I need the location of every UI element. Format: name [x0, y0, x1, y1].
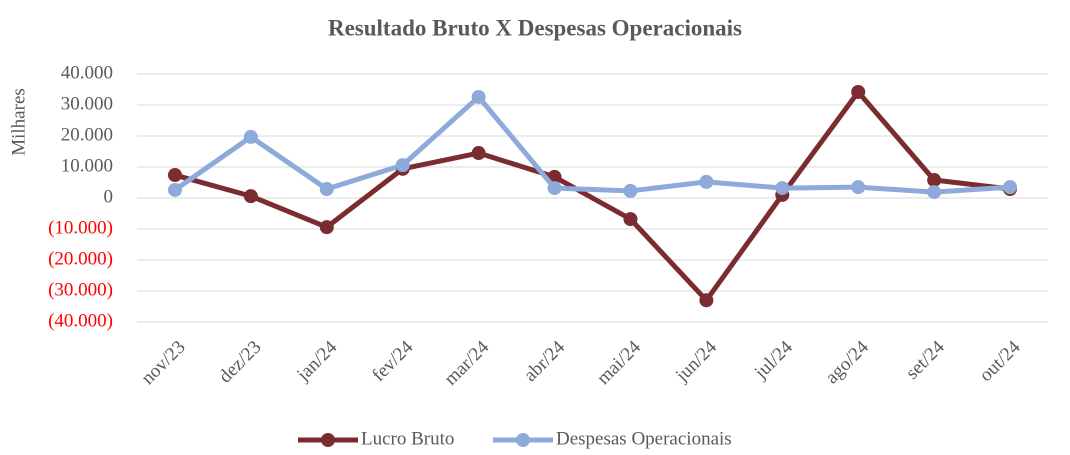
point: [395, 158, 410, 173]
y-tick-label: 10.000: [61, 155, 113, 176]
x-tick-label: jul/24: [750, 336, 797, 383]
x-tick-label: mai/24: [593, 336, 646, 389]
legend-item: Despesas Operacionais: [493, 428, 732, 449]
legend-marker: [516, 433, 530, 447]
x-tick-label: out/24: [975, 336, 1025, 386]
legend-label: Despesas Operacionais: [556, 428, 732, 449]
point: [775, 181, 790, 196]
point: [851, 180, 866, 195]
y-tick-label: 30.000: [61, 93, 113, 114]
y-tick-label: (30.000): [48, 279, 113, 300]
point: [471, 146, 486, 161]
point: [927, 185, 942, 200]
legend-label: Lucro Bruto: [361, 428, 454, 449]
y-axis-label: Milhares: [8, 88, 29, 156]
y-tick-label: (10.000): [48, 217, 113, 238]
point: [699, 293, 714, 308]
point: [623, 212, 638, 227]
point: [319, 220, 334, 235]
y-tick-label: 20.000: [61, 124, 113, 145]
chart-title: Resultado Bruto X Despesas Operacionais: [328, 15, 742, 40]
point: [851, 84, 866, 99]
legend-marker: [321, 433, 335, 447]
point: [699, 174, 714, 189]
point: [471, 89, 486, 104]
y-tick-label: 0: [104, 186, 114, 207]
x-tick-label: dez/23: [215, 337, 266, 388]
point: [547, 181, 562, 196]
x-tick-label: set/24: [902, 336, 949, 383]
x-tick-label: nov/23: [137, 337, 189, 389]
series-line: [173, 94, 1011, 195]
y-tick-label: 40.000: [61, 62, 113, 83]
point: [319, 182, 334, 197]
point: [1003, 180, 1018, 195]
point: [167, 182, 182, 197]
y-tick-label: (40.000): [48, 310, 113, 331]
legend-item: Lucro Bruto: [298, 428, 454, 449]
x-tick-label: jun/24: [671, 336, 721, 386]
x-tick-label: fev/24: [368, 336, 418, 386]
point: [243, 129, 258, 144]
point: [167, 168, 182, 183]
point: [927, 173, 942, 188]
x-tick-label: ago/24: [821, 336, 873, 388]
x-tick-label: jan/24: [292, 336, 341, 385]
y-tick-label: (20.000): [48, 248, 113, 269]
point: [623, 183, 638, 198]
series-line: [174, 89, 1011, 303]
point: [243, 189, 258, 204]
x-tick-label: mar/24: [440, 336, 493, 389]
x-tick-label: abr/24: [520, 336, 570, 386]
